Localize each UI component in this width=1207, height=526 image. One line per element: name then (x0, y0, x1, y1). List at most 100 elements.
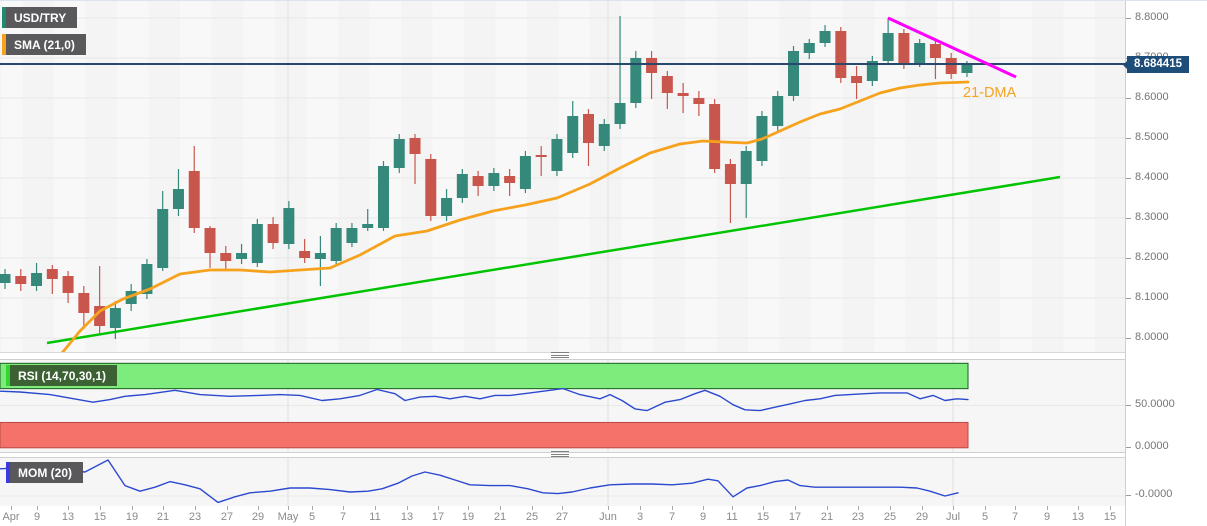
time-axis-label: 5 (308, 511, 316, 523)
time-axis-label: 19 (461, 511, 475, 523)
price-axis[interactable]: 8.684415 8.80008.70008.60008.50008.40008… (1123, 1, 1207, 526)
time-axis-tick (985, 506, 986, 510)
time-axis-tick (68, 506, 69, 510)
rsi-oversold-band (0, 421, 969, 449)
sma-indicator-badge[interactable]: SMA (21,0) (2, 34, 86, 55)
price-chart-canvas[interactable] (0, 1, 1125, 352)
current-price-badge: 8.684415 (1123, 56, 1189, 73)
time-axis-tick (343, 506, 344, 510)
price-axis-tick-label: 8.5000 (1126, 131, 1169, 144)
time-axis-tick (500, 506, 501, 510)
time-axis-label: 21 (156, 511, 170, 523)
price-axis-tick-label: 0.0000 (1126, 440, 1169, 453)
time-axis-label: 25 (525, 511, 539, 523)
time-axis-label: 23 (188, 511, 202, 523)
time-axis-label: 27 (220, 511, 234, 523)
rsi-panel: RSI (14,70,30,1) (0, 359, 1125, 453)
dma-annotation: 21-DMA (963, 85, 1017, 101)
time-axis-label: 5 (981, 511, 989, 523)
price-axis-tick-label: 8.6000 (1126, 91, 1169, 104)
time-axis-label: 23 (851, 511, 865, 523)
rsi-chart-canvas[interactable] (0, 360, 1125, 452)
mom-panel: MOM (20) (0, 457, 1125, 508)
time-axis-label: 13 (400, 511, 414, 523)
time-axis-tick (407, 506, 408, 510)
time-axis-label: Jun (599, 511, 617, 523)
panel-resize-handle[interactable] (551, 451, 569, 457)
time-axis-tick (953, 506, 954, 510)
time-axis-tick (827, 506, 828, 510)
time-axis-tick (375, 506, 376, 510)
price-axis-tick-label: 8.3000 (1126, 211, 1169, 224)
time-axis-label: 17 (431, 511, 445, 523)
rsi-overbought-band (0, 362, 969, 390)
time-axis-tick (763, 506, 764, 510)
time-axis-label: 9 (1043, 511, 1051, 523)
time-axis[interactable]: Apr 9 13 15 19 21 23 27 29 May 5 7 11 13 17 19 21 25 27 Jun… (0, 506, 1125, 526)
time-axis-label: 15 (1103, 511, 1117, 523)
time-axis-label: 9 (699, 511, 707, 523)
symbol-badge[interactable]: USD/TRY (2, 7, 78, 28)
time-axis-label: 29 (915, 511, 929, 523)
time-axis-tick (227, 506, 228, 510)
time-axis-label: 25 (883, 511, 897, 523)
time-axis-tick (288, 506, 289, 510)
time-axis-tick (163, 506, 164, 510)
time-axis-label: 3 (636, 511, 644, 523)
time-axis-tick (100, 506, 101, 510)
price-panel: USD/TRY SMA (21,0) 21-DMA (0, 1, 1125, 353)
mom-indicator-badge[interactable]: MOM (20) (6, 462, 83, 483)
time-axis-tick (732, 506, 733, 510)
rsi-indicator-badge[interactable]: RSI (14,70,30,1) (6, 365, 118, 386)
price-axis-tick-label: 8.8000 (1126, 11, 1169, 24)
panel-resize-handle[interactable] (551, 352, 569, 358)
time-axis-label: 9 (33, 511, 41, 523)
time-axis-label: Apr (2, 511, 20, 523)
time-axis-label: 15 (93, 511, 107, 523)
time-axis-tick (312, 506, 313, 510)
resistance-trendline (887, 16, 1017, 79)
time-axis-label: 21 (493, 511, 507, 523)
time-axis-tick (438, 506, 439, 510)
time-axis-tick (132, 506, 133, 510)
price-axis-tick-label: 8.0000 (1126, 331, 1169, 344)
mom-chart-canvas[interactable] (0, 458, 1125, 507)
time-axis-label: 7 (339, 511, 347, 523)
time-axis-label: 19 (125, 511, 139, 523)
time-axis-tick (195, 506, 196, 510)
time-axis-label: 21 (820, 511, 834, 523)
time-axis-label: 7 (1011, 511, 1019, 523)
time-axis-tick (890, 506, 891, 510)
support-trendline (46, 175, 1061, 345)
price-axis-tick-label: -0.0000 (1126, 488, 1172, 501)
time-axis-tick (640, 506, 641, 510)
time-axis-tick (468, 506, 469, 510)
time-axis-tick (1047, 506, 1048, 510)
time-axis-tick (562, 506, 563, 510)
time-axis-label: May (277, 511, 299, 523)
time-axis-label: 17 (788, 511, 802, 523)
candles (0, 16, 973, 339)
time-axis-tick (795, 506, 796, 510)
time-axis-tick (1015, 506, 1016, 510)
time-axis-label: 13 (1071, 511, 1085, 523)
time-axis-tick (703, 506, 704, 510)
mom-line (0, 459, 959, 504)
time-axis-label: 7 (668, 511, 676, 523)
rsi-line (0, 387, 969, 412)
time-axis-label: 15 (756, 511, 770, 523)
time-axis-label: 27 (555, 511, 569, 523)
time-axis-tick (1078, 506, 1079, 510)
time-axis-tick (11, 506, 12, 510)
time-axis-label: Jul (945, 511, 961, 523)
time-axis-label: 29 (251, 511, 265, 523)
time-axis-tick (608, 506, 609, 510)
time-axis-tick (532, 506, 533, 510)
time-axis-tick (672, 506, 673, 510)
time-axis-tick (258, 506, 259, 510)
time-axis-label: 13 (61, 511, 75, 523)
sma21-line (61, 80, 970, 352)
price-axis-tick-label: 8.2000 (1126, 251, 1169, 264)
time-axis-tick (1110, 506, 1111, 510)
